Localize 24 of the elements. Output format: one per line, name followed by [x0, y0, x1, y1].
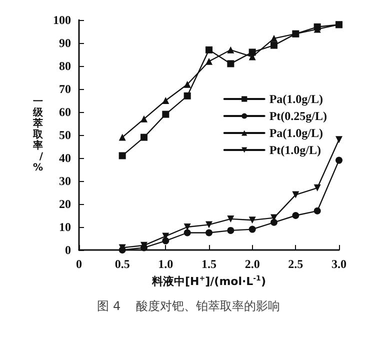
legend-label: Pa(1.0g/L)	[269, 92, 324, 106]
x-tick-label: 2.0	[244, 257, 260, 271]
legend-label: Pt(0.25g/L)	[269, 109, 328, 123]
y-tick-label: 80	[59, 59, 71, 73]
y-tick-label: 30	[59, 174, 71, 188]
legend-label: Pt(1.0g/L)	[269, 143, 322, 157]
x-tick-label: 0.5	[114, 257, 130, 271]
y-tick-label: 70	[59, 82, 71, 96]
y-tick-label: 40	[59, 151, 71, 165]
y-tick-label: 100	[53, 13, 71, 27]
y-tick-label: 0	[65, 243, 71, 257]
x-tick-label: 1.5	[202, 257, 216, 271]
x-tick-label: 1.0	[158, 257, 174, 271]
x-tick-label: 0	[76, 257, 82, 271]
y-tick-label: 90	[59, 36, 71, 50]
y-tick-label: 10	[59, 220, 71, 234]
y-axis-title: 一级萃取率/%	[32, 96, 44, 174]
x-tick-label: 2.5	[288, 257, 304, 271]
x-tick-label: 3.0	[332, 257, 346, 271]
caption: 图 4 酸度对钯、铂萃取率的影响	[97, 299, 280, 313]
y-tick-label: 60	[59, 105, 71, 119]
y-tick-label: 50	[59, 128, 71, 142]
legend-label: Pa(1.0g/L)	[269, 126, 324, 140]
y-tick-label: 20	[59, 197, 71, 211]
